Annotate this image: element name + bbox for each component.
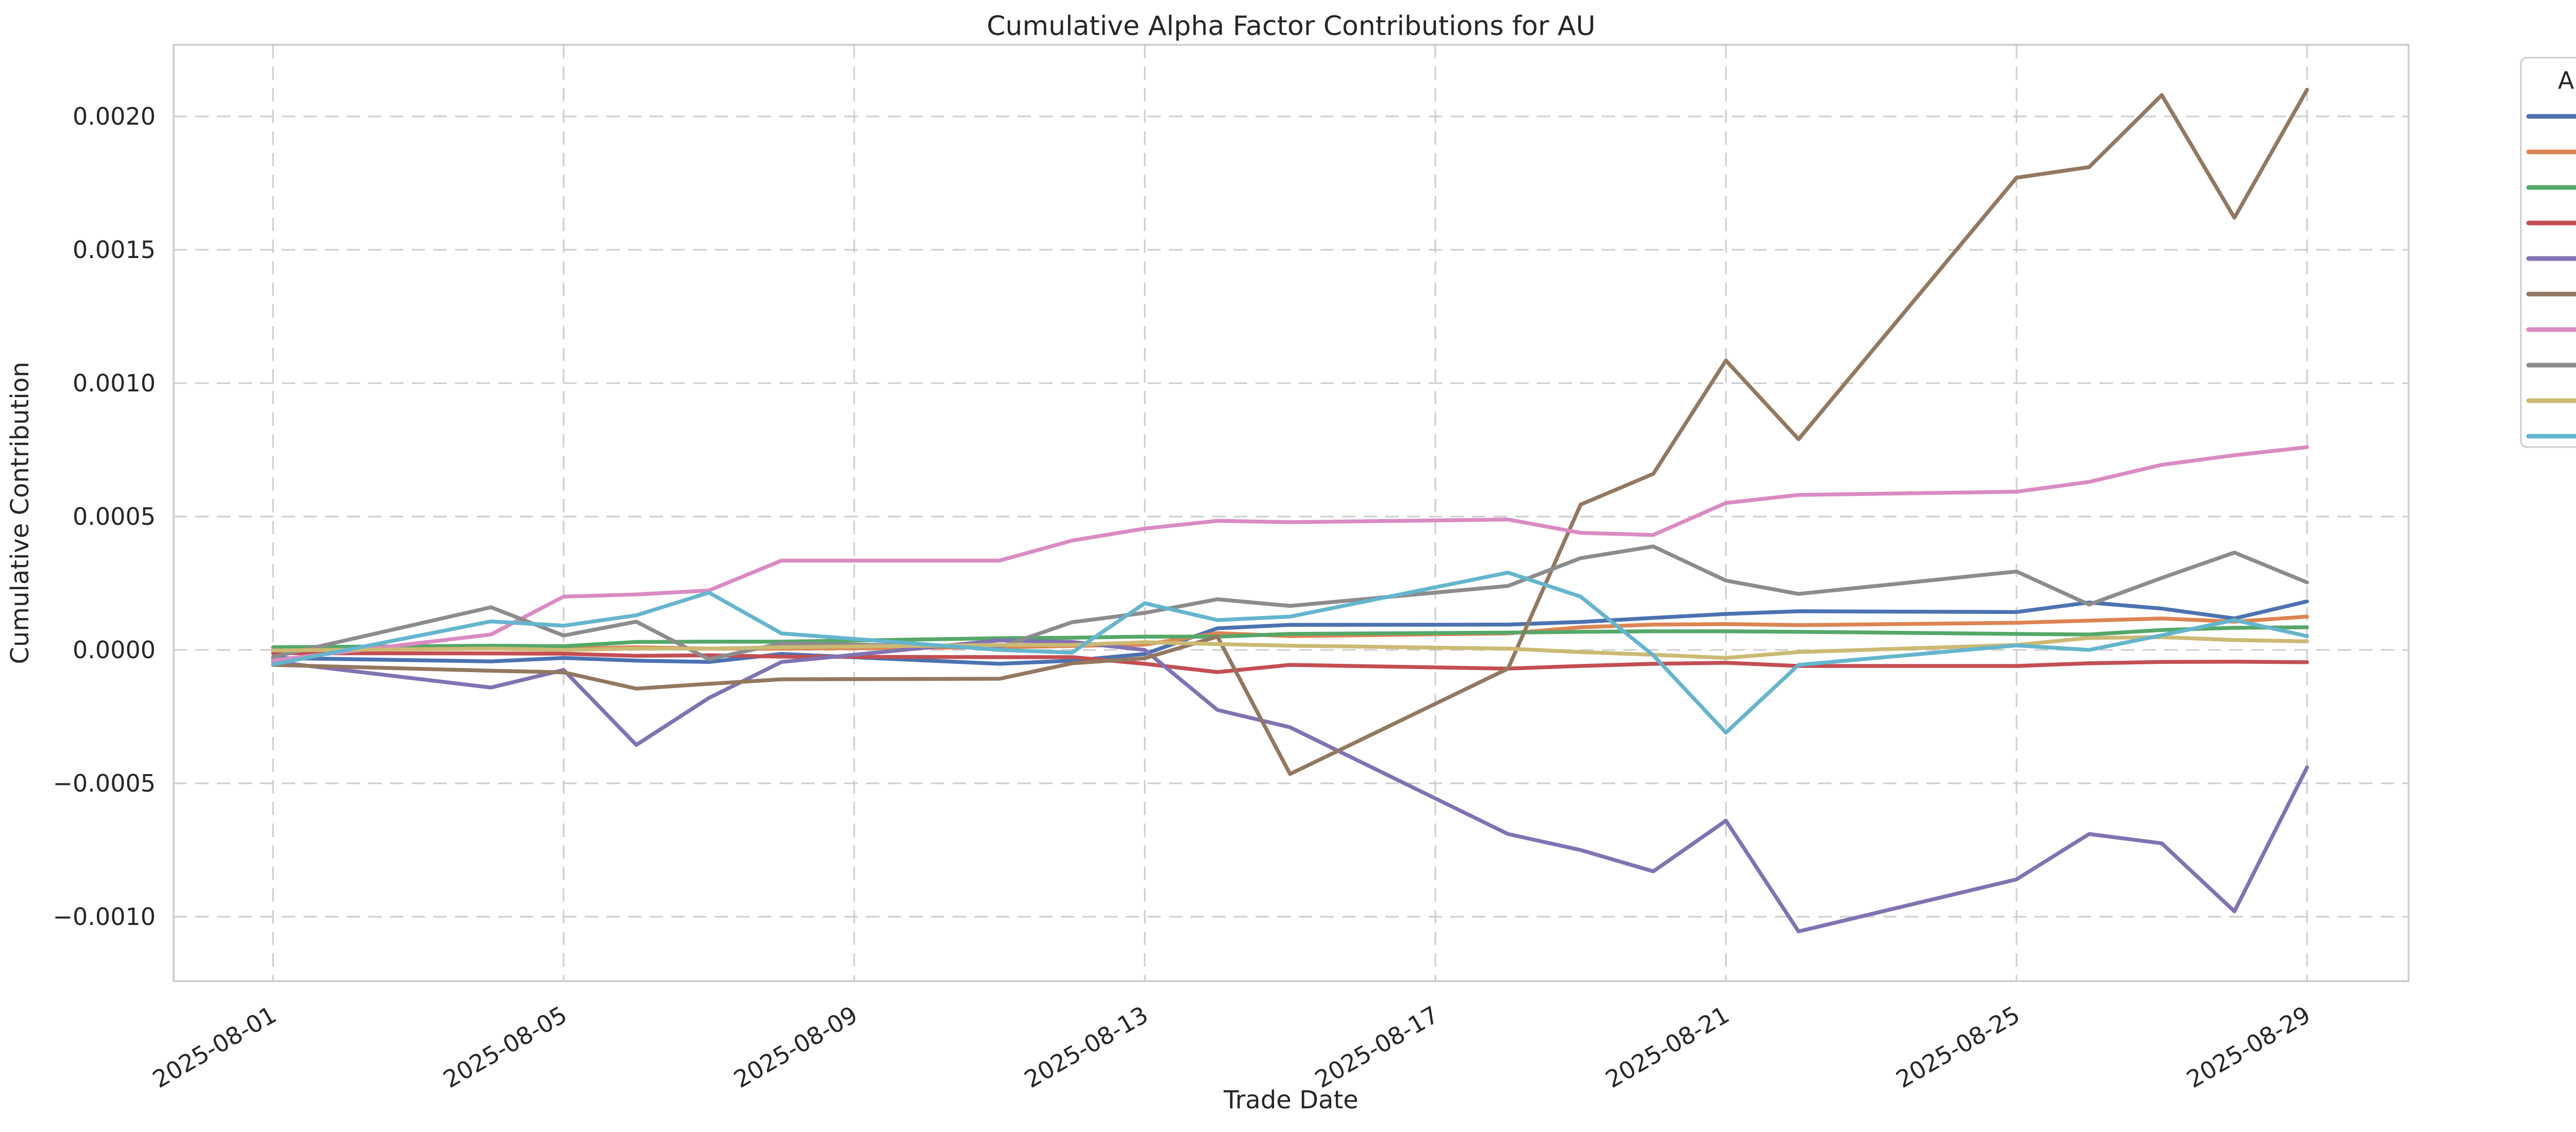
series-line-value_gc (271, 635, 2309, 660)
tick-labels: 0.0020 0.0015 0.0010 0.0005 0.0000 −0.0005 −0.… (53, 102, 2315, 1093)
series-line-momentum (271, 625, 2309, 649)
gridlines (174, 45, 2409, 981)
x-axis-label: Trade Date (1223, 1086, 1358, 1114)
x-tick-label: 2025-08-01 (148, 1001, 281, 1093)
series-lines (271, 88, 2309, 934)
series-line-revision (271, 445, 2309, 662)
y-tick-label: 0.0010 (73, 369, 156, 397)
x-tick-label: 2025-08-09 (729, 1001, 862, 1093)
x-tick-label: 2025-08-13 (1020, 1001, 1153, 1093)
y-axis-label: Cumulative Contribution (6, 362, 35, 664)
x-tick-label: 2025-08-21 (1601, 1001, 1734, 1093)
y-tick-label: −0.0010 (53, 903, 156, 931)
plot-border (173, 44, 2410, 982)
y-tick-label: 0.0020 (73, 102, 156, 130)
x-tick-label: 2025-08-17 (1310, 1001, 1444, 1093)
series-line-fmom (271, 599, 2309, 666)
y-tick-label: 0.0005 (73, 503, 156, 530)
chart-title: Cumulative Alpha Factor Contributions fo… (987, 11, 1596, 42)
y-tick-label: 0.0000 (73, 636, 156, 664)
series-line-quality (271, 638, 2309, 934)
x-tick-label: 2025-08-25 (1891, 1001, 2025, 1093)
y-tick-label: 0.0015 (73, 236, 156, 264)
legend: Alpha Factor fmomlinkagemomentumneglectq… (2520, 57, 2576, 448)
x-tick-label: 2025-08-05 (438, 1001, 572, 1093)
series-line-value_liq (271, 571, 2309, 735)
series-line-neglect (271, 651, 2309, 674)
series-line-stability (271, 544, 2309, 661)
legend-items: fmomlinkagemomentumneglectqualityreversa… (2526, 114, 2576, 439)
y-tick-label: −0.0005 (53, 769, 156, 797)
x-tick-label: 2025-08-29 (2182, 1001, 2315, 1093)
legend-title: Alpha Factor (2558, 66, 2576, 94)
series-line-reversal (271, 88, 2309, 776)
legend-box (2520, 57, 2576, 448)
